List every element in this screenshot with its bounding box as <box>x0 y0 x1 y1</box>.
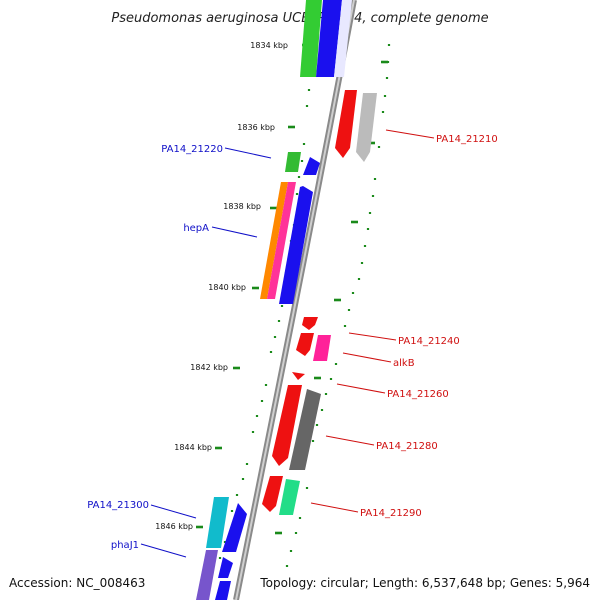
gene-feature-PA14_21290-red <box>262 476 283 512</box>
gene-feature-PA14_21240-red <box>296 333 314 356</box>
gene-feature-PA14_21210-red <box>335 90 357 158</box>
map-title: Pseudomonas aeruginosa UCBPP-PA14, compl… <box>111 11 488 26</box>
gene-feature-hepA-orange <box>260 182 288 299</box>
tick-labels: 1834 kbp 1836 kbp 1838 kbp 1840 kbp 1842… <box>155 41 288 531</box>
gene-feature-PA14_21280-gray <box>289 389 321 470</box>
left-leader-lines <box>140 147 272 558</box>
gene-feature-PA14_21240-small <box>302 317 318 330</box>
gene-feature-PA14_21260-red <box>272 385 302 466</box>
gene-feature-phaJ1-purple <box>196 550 218 600</box>
gene-label-hepA[interactable]: hepA <box>183 223 209 234</box>
gene-label-PA14_21240[interactable]: PA14_21240 <box>398 336 460 347</box>
tick-label-1834: 1834 kbp <box>250 41 288 50</box>
gene-feature-small-arrow <box>292 372 305 380</box>
tick-label-1844: 1844 kbp <box>174 443 212 452</box>
tick-label-1842: 1842 kbp <box>190 363 228 372</box>
gene-feature-green-top <box>300 0 322 77</box>
gene-features <box>196 0 377 600</box>
right-leader-lines <box>310 129 435 513</box>
gene-label-PA14_21280[interactable]: PA14_21280 <box>376 441 438 452</box>
right-tick-track <box>285 44 391 567</box>
gene-label-PA14_21260[interactable]: PA14_21260 <box>387 389 449 400</box>
gene-label-PA14_21210[interactable]: PA14_21210 <box>436 134 498 145</box>
gene-feature-light-top <box>334 0 352 77</box>
tick-label-1836: 1836 kbp <box>237 123 275 132</box>
tick-label-1840: 1840 kbp <box>208 283 246 292</box>
gene-label-phaJ1[interactable]: phaJ1 <box>111 540 139 551</box>
gene-feature-PA14_21210-gray <box>356 93 377 162</box>
topology-text: Topology: circular; Length: 6,537,648 bp… <box>259 576 590 590</box>
gene-label-PA14_21220[interactable]: PA14_21220 <box>161 144 223 155</box>
gene-feature-PA14_21220-blue <box>303 157 320 175</box>
gene-feature-blue-mid <box>279 186 313 304</box>
accession-text: Accession: NC_008463 <box>9 576 145 590</box>
genome-axis-highlight <box>235 0 355 600</box>
gene-feature-alkB-pink <box>313 335 331 361</box>
gene-label-alkB[interactable]: alkB <box>393 358 415 369</box>
gene-feature-blue-bottom2 <box>215 581 231 600</box>
gene-feature-hepA-pink <box>267 182 296 299</box>
gene-label-PA14_21300[interactable]: PA14_21300 <box>87 500 149 511</box>
tick-label-1838: 1838 kbp <box>223 202 261 211</box>
gene-feature-PA14_21220-green <box>285 152 301 172</box>
gene-feature-PA14_21300-cyan <box>206 497 229 548</box>
gene-feature-blue-bottom1 <box>218 557 233 578</box>
gene-label-PA14_21290[interactable]: PA14_21290 <box>360 508 422 519</box>
tick-label-1846: 1846 kbp <box>155 522 193 531</box>
gene-feature-blue-low <box>222 503 247 552</box>
gene-feature-PA14_21290-green <box>279 479 300 515</box>
gene-feature-blue-top <box>316 0 342 77</box>
